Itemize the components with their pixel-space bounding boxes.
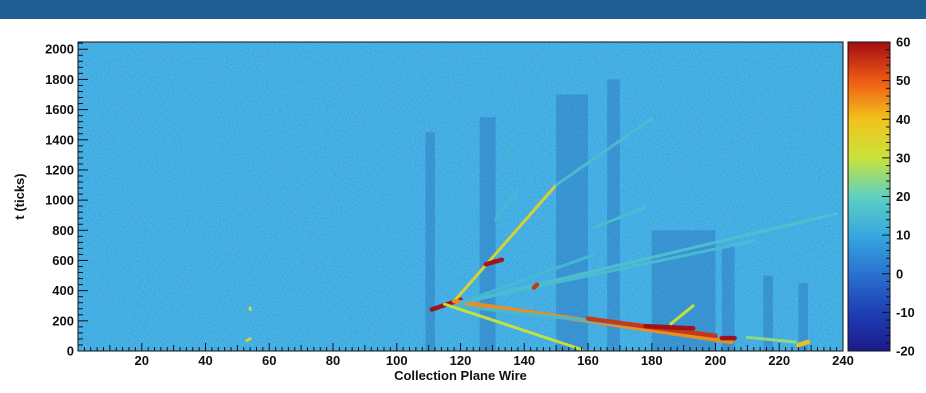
colorbar-tick-label: -20 — [896, 344, 915, 359]
track-15 — [483, 257, 505, 267]
x-tick-label: 80 — [326, 353, 340, 368]
track-5 — [459, 239, 756, 305]
y-axis: 0 200 400 600 800 1000 1200 1400 1600 1800 2000 — [45, 42, 88, 359]
track-19 — [796, 339, 811, 348]
colorbar-tick-label: 50 — [896, 73, 910, 88]
y-tick-label: 200 — [52, 313, 74, 328]
track-14 — [503, 141, 513, 161]
shadow-band-3 — [607, 79, 620, 351]
x-tick-label: 180 — [641, 353, 663, 368]
shadow-band-7 — [798, 283, 808, 351]
y-tick-label: 2000 — [45, 42, 74, 57]
colorbar: -20 -10 0 10 20 30 40 50 60 — [847, 35, 915, 359]
x-tick-label: 20 — [135, 353, 149, 368]
track-2 — [554, 117, 654, 187]
y-axis-title: t (ticks) — [12, 173, 27, 219]
y-tick-label: 1200 — [45, 162, 74, 177]
y-tick-label: 0 — [67, 344, 74, 359]
plot-area — [77, 41, 844, 352]
colorbar-tick-label: 30 — [896, 150, 910, 165]
x-tick-label: 40 — [198, 353, 212, 368]
colorbar-tick-label: 0 — [896, 266, 903, 281]
x-tick-label: 160 — [577, 353, 599, 368]
track-10 — [643, 323, 696, 331]
colorbar-tick-label: 20 — [896, 189, 910, 204]
track-12 — [592, 206, 647, 229]
x-tick-label: 220 — [768, 353, 790, 368]
track-8 — [443, 302, 584, 351]
y-tick-label: 1600 — [45, 102, 74, 117]
colorbar-tick-label: 40 — [896, 112, 910, 127]
shadow-band-2 — [556, 94, 588, 351]
track-4 — [459, 212, 839, 305]
track-13 — [494, 188, 520, 222]
y-tick-label: 600 — [52, 253, 74, 268]
track-1 — [452, 183, 558, 303]
y-tick-label: 1000 — [45, 193, 74, 208]
x-axis: 20 40 60 80 100 120 140 160 180 200 220 240 — [83, 343, 854, 368]
x-tick-label: 100 — [386, 353, 408, 368]
track-18 — [745, 335, 797, 344]
shadow-band-0 — [425, 132, 435, 351]
x-tick-label: 60 — [262, 353, 276, 368]
x-axis-title: Collection Plane Wire — [394, 368, 527, 383]
particle-tracks — [245, 117, 839, 351]
colorbar-tick-label: -10 — [896, 305, 915, 320]
x-tick-label: 140 — [513, 353, 535, 368]
colorbar-tick-label: 60 — [896, 35, 910, 50]
shadow-band-5 — [721, 245, 735, 351]
track-6 — [459, 252, 596, 305]
shadow-band-6 — [763, 275, 773, 351]
y-tick-label: 800 — [52, 223, 74, 238]
header-bar — [0, 0, 926, 19]
y-tick-label: 1800 — [45, 72, 74, 87]
y-tick-label: 400 — [52, 283, 74, 298]
colorbar-tick-label: 10 — [896, 228, 910, 243]
track-16 — [531, 282, 540, 290]
x-tick-label: 120 — [450, 353, 472, 368]
track-20 — [245, 337, 252, 342]
x-tick-label: 200 — [705, 353, 727, 368]
x-tick-label: 240 — [832, 353, 854, 368]
track-11 — [669, 304, 695, 326]
y-tick-label: 1400 — [45, 132, 74, 147]
colorbar-ticks: -20 -10 0 10 20 30 40 50 60 — [882, 35, 915, 359]
